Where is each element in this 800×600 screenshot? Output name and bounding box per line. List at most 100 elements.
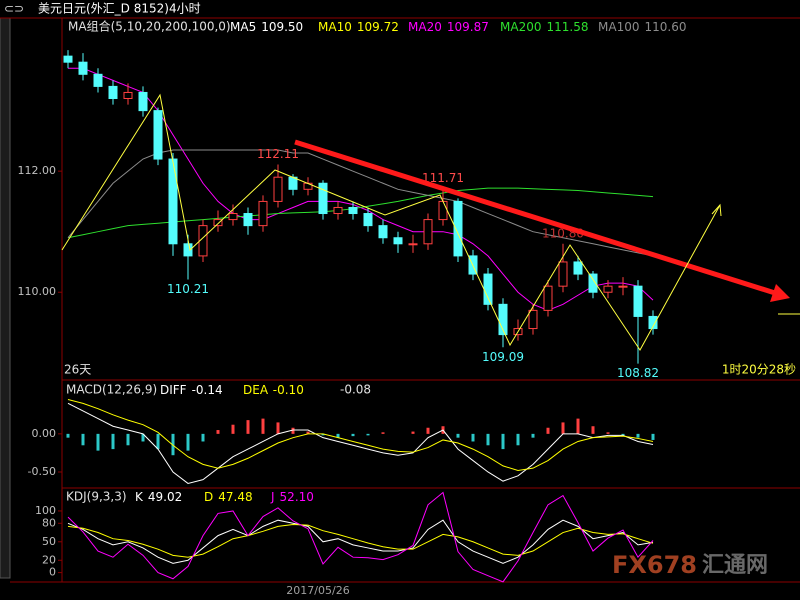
- legend-name: DIFF: [160, 383, 187, 397]
- legend-name: MA5: [230, 20, 256, 34]
- legend-item: MA100 110.60: [598, 20, 686, 34]
- y-tick-label: 20: [42, 553, 56, 566]
- candle-body: [603, 285, 613, 293]
- candle-body: [78, 61, 88, 75]
- candle-body: [573, 261, 583, 275]
- candle-body: [408, 243, 418, 246]
- legend-value: -0.14: [192, 383, 223, 397]
- candle-body: [333, 206, 343, 215]
- extreme-label: 111.71: [422, 171, 464, 185]
- candle-body: [183, 243, 193, 257]
- legend-value: 47.48: [218, 490, 252, 504]
- extreme-label: 110.21: [167, 282, 209, 296]
- y-tick-label: 100: [35, 504, 56, 517]
- extreme-label: 108.82: [617, 366, 659, 380]
- candle-body: [498, 303, 508, 336]
- candle-body: [378, 225, 388, 239]
- candle-body: [273, 176, 283, 202]
- trend-arrow: [294, 139, 776, 296]
- y-tick-label: 112.00: [18, 164, 57, 177]
- candle-body: [393, 237, 403, 245]
- ma-line: [67, 187, 654, 239]
- legend-value: 49.02: [148, 490, 182, 504]
- kdj-line: [67, 491, 654, 583]
- y-tick-label: 80: [42, 516, 56, 529]
- legend-name: DEA: [243, 383, 269, 397]
- legend-item: DEA -0.10: [243, 383, 304, 397]
- candle-body: [648, 315, 658, 330]
- candle-body: [558, 261, 568, 287]
- legend-value: -0.10: [273, 383, 304, 397]
- extreme-label: 112.11: [257, 147, 299, 161]
- legend-name: J: [270, 490, 275, 504]
- legend-name: D: [204, 490, 213, 504]
- extreme-label: 109.09: [482, 350, 524, 364]
- candle-body: [228, 213, 238, 221]
- legend-name: K: [135, 490, 144, 504]
- legend-value: 52.10: [280, 490, 314, 504]
- legend-item: DIFF -0.14: [160, 383, 223, 397]
- candle-body: [213, 219, 223, 227]
- y-tick-label: 50: [42, 535, 56, 548]
- candle-body: [198, 225, 208, 257]
- y-tick-label: 0.00: [32, 427, 57, 440]
- candle-body: [243, 213, 253, 227]
- candle-body: [108, 85, 118, 100]
- legend-item: D 47.48: [204, 490, 253, 504]
- candle-body: [153, 110, 163, 160]
- legend-title: MA组合(5,10,20,200,100,0): [68, 19, 231, 34]
- candle-body: [168, 158, 178, 245]
- ma-line: [67, 149, 654, 257]
- watermark-brand: FX678: [612, 551, 697, 579]
- candle-body: [123, 91, 133, 100]
- macd-line: [67, 402, 654, 484]
- period-label: 26天: [64, 363, 91, 377]
- legend-value: 110.60: [644, 20, 686, 34]
- candle-body: [318, 182, 328, 215]
- trend-arrow-head: [770, 284, 790, 302]
- candle-body: [348, 206, 358, 215]
- legend-value: 109.72: [357, 20, 399, 34]
- legend-name: MA200: [500, 20, 541, 34]
- candle-body: [423, 219, 433, 245]
- legend-item: MA5 109.50: [230, 20, 303, 34]
- wave-arrow: [711, 203, 722, 217]
- candle-body: [138, 91, 148, 112]
- y-tick-label: 110.00: [18, 285, 57, 298]
- candle-body: [633, 285, 643, 317]
- candle-body: [93, 73, 103, 87]
- legend-item: J 52.10: [270, 490, 314, 504]
- legend-name: MA20: [408, 20, 442, 34]
- window-title: 美元日元(外汇_D 8152)4小时: [38, 2, 201, 16]
- kdj-line: [67, 524, 654, 558]
- candle-body: [588, 273, 598, 293]
- watermark-name: 汇通网: [702, 553, 768, 578]
- candle-body: [63, 55, 73, 63]
- legend-item: MA10 109.72: [318, 20, 399, 34]
- legend-value: -0.08: [340, 383, 371, 397]
- legend-name: MA10: [318, 20, 352, 34]
- kdj-line: [67, 519, 654, 564]
- candle-body: [363, 213, 373, 227]
- x-axis-label: 2017/05/26: [286, 584, 349, 597]
- candle-body: [528, 309, 538, 330]
- indicator-title: KDJ(9,3,3): [66, 490, 127, 504]
- legend-value: 109.87: [447, 20, 489, 34]
- candle-body: [543, 285, 553, 311]
- countdown: 1时20分28秒: [722, 363, 796, 377]
- side-tabs: [0, 17, 11, 579]
- plot-area: 110.00 112.00 MA组合(5,10,20,200,100,0) MA5 10…: [18, 19, 796, 583]
- legend-item: K 49.02: [135, 490, 182, 504]
- legend-item: MA200 111.58: [500, 20, 588, 34]
- y-tick-label: 0: [49, 566, 56, 579]
- wave-lines: [61, 93, 721, 351]
- indicator-title: MACD(12,26,9): [66, 383, 157, 397]
- legend-name: MA100: [598, 20, 639, 34]
- legend-value: 111.58: [546, 20, 588, 34]
- y-tick-label: -0.50: [28, 465, 56, 478]
- candle-body: [258, 200, 268, 227]
- candle-body: [483, 273, 493, 305]
- menu-icon[interactable]: ⊂⊃: [4, 2, 24, 16]
